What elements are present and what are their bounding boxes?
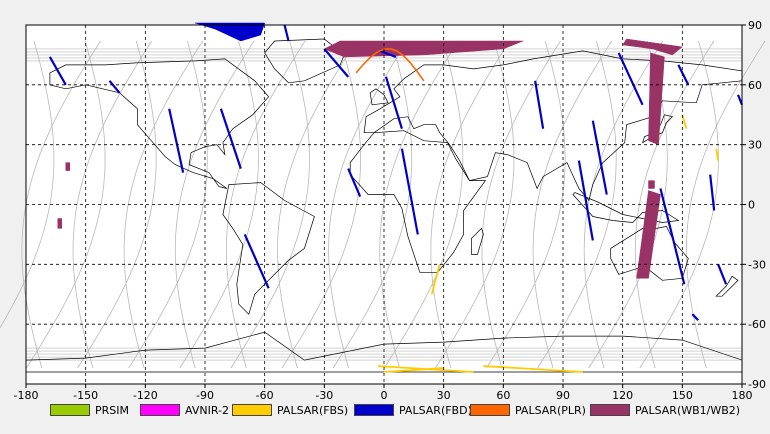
longitude-ticks: -180 -150 -120 -90 -60 -30 0 30 60 90 120 150 180 <box>14 384 753 402</box>
swath-wb-south-pacific <box>57 218 63 229</box>
latitude-ticks: 90 60 30 0 -30 -60 -90 <box>742 19 766 391</box>
legend-label-palsar-wb: PALSAR(WB1/WB2) <box>635 403 741 417</box>
swath-fbs-5 <box>483 365 583 373</box>
orbit-track <box>0 40 55 329</box>
lon-tick-label: 60 <box>496 389 510 402</box>
british-isles-outline <box>369 88 389 106</box>
legend-label-avnir2: AVNIR-2 <box>185 403 229 417</box>
legend-item-palsar-wb: PALSAR(WB1/WB2) <box>590 401 740 419</box>
lon-tick-label: -180 <box>14 389 39 402</box>
lat-tick-label: -60 <box>748 318 766 331</box>
orbit-track <box>174 40 255 369</box>
orbit-track <box>481 40 561 369</box>
orbit-track <box>128 40 208 369</box>
madagascar-outline <box>471 227 484 255</box>
swath-fbd-18 <box>691 313 700 321</box>
graticule-grid <box>26 25 742 384</box>
swath-fbd-2 <box>108 80 121 94</box>
swath-fbd-21 <box>379 49 397 58</box>
swath-wb-australia <box>636 190 661 279</box>
orbit-track <box>72 40 153 369</box>
swath-fbd-9 <box>347 168 362 197</box>
legend-item-avnir2: AVNIR-2 <box>140 401 229 419</box>
swath-wb-hawaii <box>65 162 71 171</box>
lat-tick-label: 30 <box>748 139 762 152</box>
lon-tick-label: 30 <box>437 389 451 402</box>
swath-fbd-16 <box>709 174 716 211</box>
legend-swatch-avnir2 <box>140 404 180 416</box>
legend-label-prsim: PRSIM <box>95 403 129 417</box>
legend-item-prsim: PRSIM <box>50 401 129 419</box>
legend-swatch-palsar-plr <box>470 404 510 416</box>
lon-tick-label: -30 <box>315 389 333 402</box>
indonesia-outline <box>572 192 680 223</box>
swath-fbd-17 <box>717 263 728 285</box>
swath-fbd-11 <box>591 120 608 195</box>
legend-item-palsar-fbs: PALSAR(FBS) <box>232 401 348 419</box>
legend-label-palsar-fbs: PALSAR(FBS) <box>277 403 349 417</box>
lon-tick-label: 0 <box>381 389 388 402</box>
lon-tick-label: 180 <box>732 389 753 402</box>
swath-wb-palau <box>648 180 655 189</box>
new-zealand-outline <box>715 275 739 297</box>
lon-tick-label: -120 <box>133 389 158 402</box>
greenland-outline <box>264 38 345 84</box>
orbit-track <box>379 40 459 369</box>
swath-fbs-1 <box>681 114 688 129</box>
legend-item-palsar-fbd: PALSAR(FBD) <box>354 401 472 419</box>
lon-tick-label: -90 <box>196 389 214 402</box>
legend-label-palsar-fbd: PALSAR(FBD) <box>399 403 472 417</box>
lon-tick-label: 90 <box>556 389 570 402</box>
swath-fbd-3 <box>168 108 185 173</box>
south-america-outline <box>222 182 315 315</box>
swath-wb-arctic-b <box>622 38 683 56</box>
swath-fbd-20 <box>283 24 290 42</box>
swath-wb-arctic-a <box>323 40 524 58</box>
lon-tick-label: -150 <box>73 389 98 402</box>
legend: PRSIM AVNIR-2 PALSAR(FBS) PALSAR(FBD) PA… <box>0 401 770 423</box>
swath-plr-arc <box>355 48 425 82</box>
eurasia-outline <box>363 50 743 202</box>
legend-swatch-prsim <box>50 404 90 416</box>
swath-fbd-10 <box>534 80 545 129</box>
lon-tick-label: 120 <box>612 389 633 402</box>
swath-fbd-12 <box>577 160 594 241</box>
swath-fbd-8 <box>400 148 419 235</box>
swath-fbs-2 <box>715 148 720 161</box>
swath-fbd-1 <box>48 56 67 86</box>
orbit-track <box>230 40 310 369</box>
lat-tick-label: -30 <box>748 258 766 271</box>
lat-tick-label: 60 <box>748 79 762 92</box>
swath-fbd-4 <box>219 108 242 169</box>
legend-swatch-palsar-fbs <box>232 404 272 416</box>
swath-fbs-6 <box>383 367 444 373</box>
legend-item-palsar-plr: PALSAR(PLR) <box>470 401 586 419</box>
swath-fbd-arctic-bar <box>195 22 266 42</box>
legend-swatch-palsar-fbd <box>354 404 394 416</box>
legend-label-palsar-plr: PALSAR(PLR) <box>515 403 586 417</box>
lon-tick-label: -60 <box>256 389 274 402</box>
orbit-track <box>583 40 664 369</box>
swath-fbs-3 <box>430 264 441 295</box>
orbit-track <box>537 40 617 369</box>
orbit-track <box>277 40 357 369</box>
africa-outline <box>349 130 487 273</box>
swath-fbd-6 <box>323 48 350 78</box>
lon-tick-label: 150 <box>672 389 693 402</box>
north-america-outline <box>49 58 270 189</box>
lat-tick-label: 0 <box>748 199 755 212</box>
swath-fbd-15 <box>677 64 690 86</box>
australia-outline <box>610 226 689 281</box>
legend-swatch-palsar-wb <box>590 404 630 416</box>
swath-fbd-19 <box>737 94 744 106</box>
lat-tick-label: -90 <box>748 378 766 391</box>
orbit-track <box>434 40 515 369</box>
orbit-track <box>332 40 413 369</box>
lat-tick-label: 90 <box>748 19 762 32</box>
swath-fbd-7 <box>384 76 403 130</box>
